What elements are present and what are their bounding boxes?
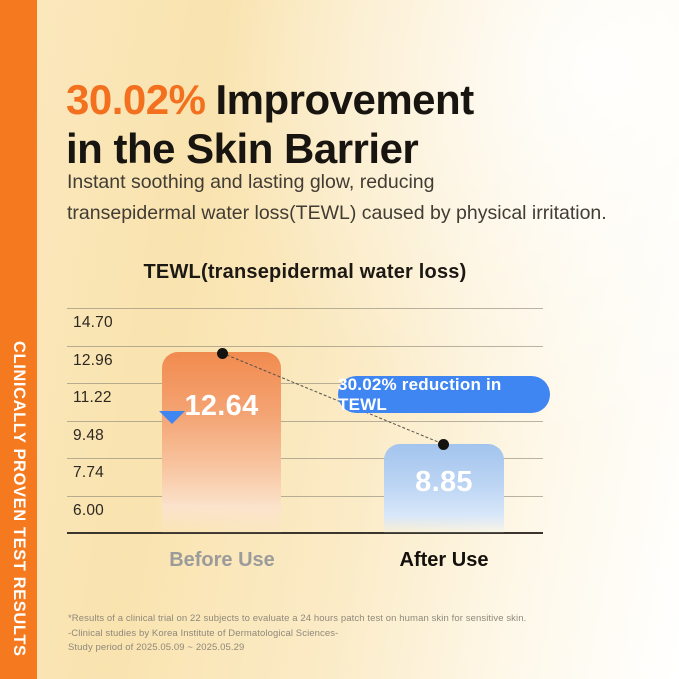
- bar-before-use: 12.64: [162, 352, 281, 533]
- y-tick-label: 7.74: [73, 464, 104, 481]
- data-point-after: [438, 439, 449, 450]
- footnote-line2: -Clinical studies by Korea Institute of …: [68, 627, 339, 639]
- side-ribbon-label: CLINICALLY PROVEN TEST RESULTS: [10, 341, 28, 657]
- subtitle: Instant soothing and lasting glow, reduc…: [67, 167, 607, 229]
- y-tick-label: 6.00: [73, 502, 104, 519]
- x-label-after-use: After Use: [399, 549, 489, 571]
- footnote-line3: Study period of 2025.05.09 ~ 2025.05.29: [68, 642, 245, 654]
- footnote: *Results of a clinical trial on 22 subje…: [68, 612, 526, 656]
- side-ribbon: CLINICALLY PROVEN TEST RESULTS: [0, 0, 37, 679]
- footnote-line1: *Results of a clinical trial on 22 subje…: [68, 613, 527, 624]
- subtitle-line2: transepidermal water loss(TEWL) caused b…: [67, 202, 607, 225]
- y-tick-label: 11.22: [73, 389, 112, 406]
- gridline: [67, 496, 543, 497]
- callout-badge: 30.02% reduction in TEWL: [338, 375, 550, 414]
- bar-after-use: 8.85: [384, 444, 504, 533]
- data-point-before: [217, 348, 228, 359]
- title-line2: in the Skin Barrier: [66, 124, 419, 172]
- title-line1-rest: Improvement: [215, 76, 474, 124]
- x-label-before-use: Before Use: [169, 549, 275, 571]
- gridline: [67, 421, 543, 422]
- gridline: [67, 458, 543, 459]
- y-tick-label: 9.48: [73, 427, 104, 444]
- title-highlight-percent: 30.02%: [66, 76, 206, 124]
- x-axis-line: [67, 532, 543, 534]
- callout-tail: [159, 411, 185, 424]
- page-title: 30.02% Improvement in the Skin Barrier: [66, 76, 474, 173]
- y-tick-label: 14.70: [73, 314, 113, 331]
- gridline: [67, 346, 543, 347]
- chart-title: TEWL(transepidermal water loss): [143, 261, 467, 283]
- y-tick-label: 12.96: [73, 352, 113, 369]
- bar-value-after: 8.85: [415, 466, 473, 498]
- bar-chart: 14.70 12.96 11.22 9.48 7.74 6.00 12.64 8…: [67, 308, 550, 534]
- gridline: [67, 308, 543, 309]
- subtitle-line1: Instant soothing and lasting glow, reduc…: [67, 171, 435, 193]
